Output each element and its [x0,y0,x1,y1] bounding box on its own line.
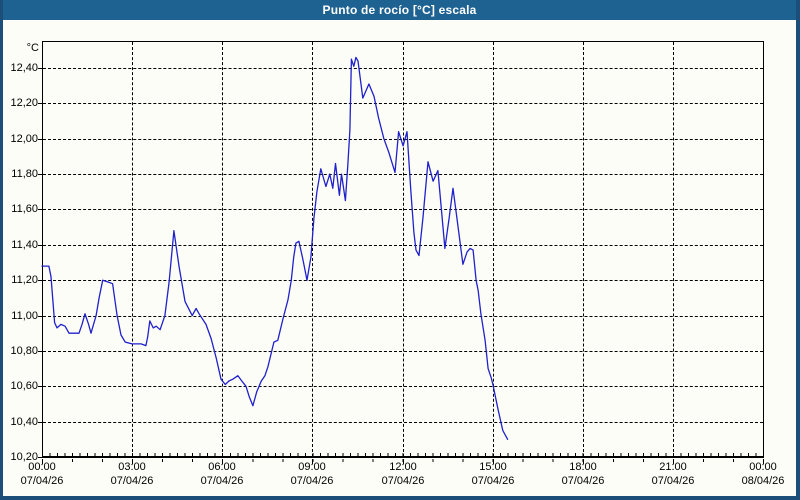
v-gridline [312,42,313,457]
v-gridline [222,42,223,457]
y-tick-mark [38,316,42,317]
y-tick-label: 11,00 [11,310,38,322]
y-tick-label: 11,20 [11,274,38,286]
y-tick-mark [38,351,42,352]
x-tick-time-label: 15:00 [479,461,507,473]
y-tick-label: 10,60 [10,380,38,392]
x-tick-date-label: 07/04/26 [110,475,154,487]
x-minor-ticks-above [42,453,763,456]
y-tick-label: 11,40 [11,239,38,251]
y-tick-mark [38,103,42,104]
title-bar: Punto de rocío [°C] escala [3,0,796,20]
y-tick-label: 11,80 [11,168,38,180]
x-tick-time-label: 21:00 [659,461,687,473]
x-tick-date-label: 07/04/26 [20,475,64,487]
v-gridline [132,42,133,457]
y-tick-label: 10,40 [10,416,38,428]
y-tick-mark [38,422,42,423]
x-tick-time-label: 18:00 [569,461,597,473]
x-hour-ticks-below [42,459,763,462]
x-tick-date-label: 07/04/26 [290,475,334,487]
y-tick-label: 10,20 [10,451,38,463]
x-tick-time-label: 03:00 [118,461,146,473]
y-tick-mark [38,68,42,69]
x-tick-date-label: 07/04/26 [561,475,605,487]
x-tick-date-label: 07/04/26 [381,475,425,487]
y-tick-mark [38,386,42,387]
x-tick-date-label: 07/04/26 [471,475,515,487]
v-gridline [403,42,404,457]
y-tick-mark [38,280,42,281]
y-tick-label: 10,80 [10,345,38,357]
x-tick-time-label: 06:00 [208,461,236,473]
x-tick-date-label: 08/04/26 [741,475,785,487]
page-title: Punto de rocío [°C] escala [322,3,477,17]
y-tick-label: 12,00 [10,133,38,145]
y-tick-mark [38,174,42,175]
y-tick-label: 12,40 [10,62,38,74]
y-axis-unit-label: °C [26,42,39,54]
x-tick-time-label: 00:00 [28,461,56,473]
x-tick-mark [763,459,764,464]
x-tick-time-label: 09:00 [298,461,326,473]
x-tick-time-label: 00:00 [749,461,777,473]
y-tick-mark [38,209,42,210]
dew-point-series-line [41,56,509,440]
line-series [41,56,509,440]
y-tick-mark [38,139,42,140]
y-tick-label: 11,60 [11,203,38,215]
y-tick-mark [38,245,42,246]
y-tick-mark [38,457,42,458]
plot-area [42,41,764,458]
x-tick-date-label: 07/04/26 [200,475,244,487]
v-gridline [673,42,674,457]
x-tick-date-label: 07/04/26 [651,475,695,487]
x-tick-time-label: 12:00 [389,461,417,473]
v-gridline [583,42,584,457]
v-gridline [493,42,494,457]
y-tick-label: 12,20 [10,97,38,109]
